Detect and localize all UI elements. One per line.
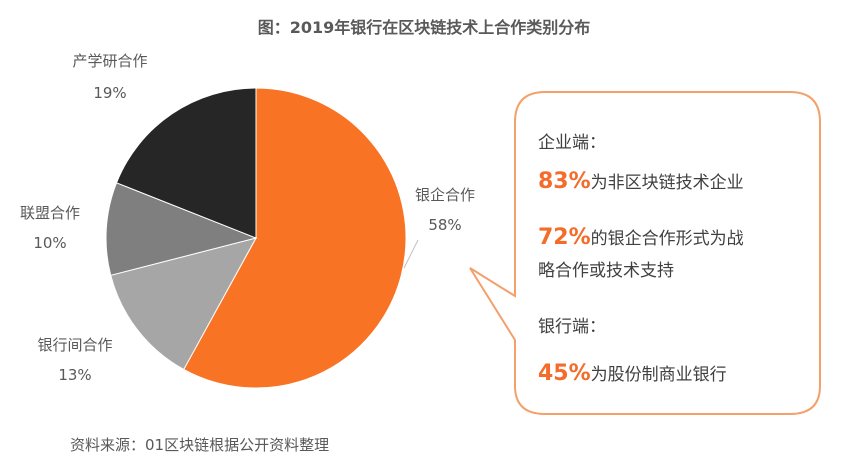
slice-label: 银行间合作 [37, 336, 112, 354]
chart-title: 图：2019年银行在区块链技术上合作类别分布 [257, 18, 591, 37]
enterprise-stat-1-value: 83% [538, 169, 591, 194]
enterprise-stat-2-line2: 略合作或技术支持 [538, 261, 674, 281]
slice-value-label: 58% [428, 216, 461, 234]
slice-value-label: 13% [58, 366, 91, 384]
slice-value-label: 10% [33, 234, 66, 252]
pie-slice [183, 87, 407, 389]
pie-slice [105, 182, 258, 276]
pie-slice [115, 87, 257, 239]
source-note: 资料来源：01区块链根据公开资料整理 [70, 436, 330, 454]
leader-line [403, 239, 419, 269]
enterprise-stat-2: 72%的银企合作形式为战 [538, 224, 744, 250]
enterprise-stat-1-text: 为非区块链技术企业 [590, 173, 744, 193]
bank-stat-text: 为股份制商业银行 [590, 365, 727, 385]
bank-stat-value: 45% [538, 361, 591, 386]
pie-slice [110, 237, 257, 371]
enterprise-stat-2-text-line1: 的银企合作形式为战 [590, 229, 744, 249]
callout-bubble [469, 91, 821, 415]
enterprise-stat-2-value: 72% [538, 225, 591, 250]
enterprise-heading: 企业端： [538, 133, 606, 153]
bank-heading: 银行端： [538, 317, 606, 337]
slice-value-label: 19% [93, 84, 126, 102]
slice-label: 银企合作 [415, 186, 475, 204]
slice-label: 产学研合作 [72, 52, 147, 70]
bank-stat: 45%为股份制商业银行 [538, 360, 727, 386]
enterprise-stat-1: 83%为非区块链技术企业 [538, 168, 744, 194]
slice-label: 联盟合作 [20, 204, 80, 222]
